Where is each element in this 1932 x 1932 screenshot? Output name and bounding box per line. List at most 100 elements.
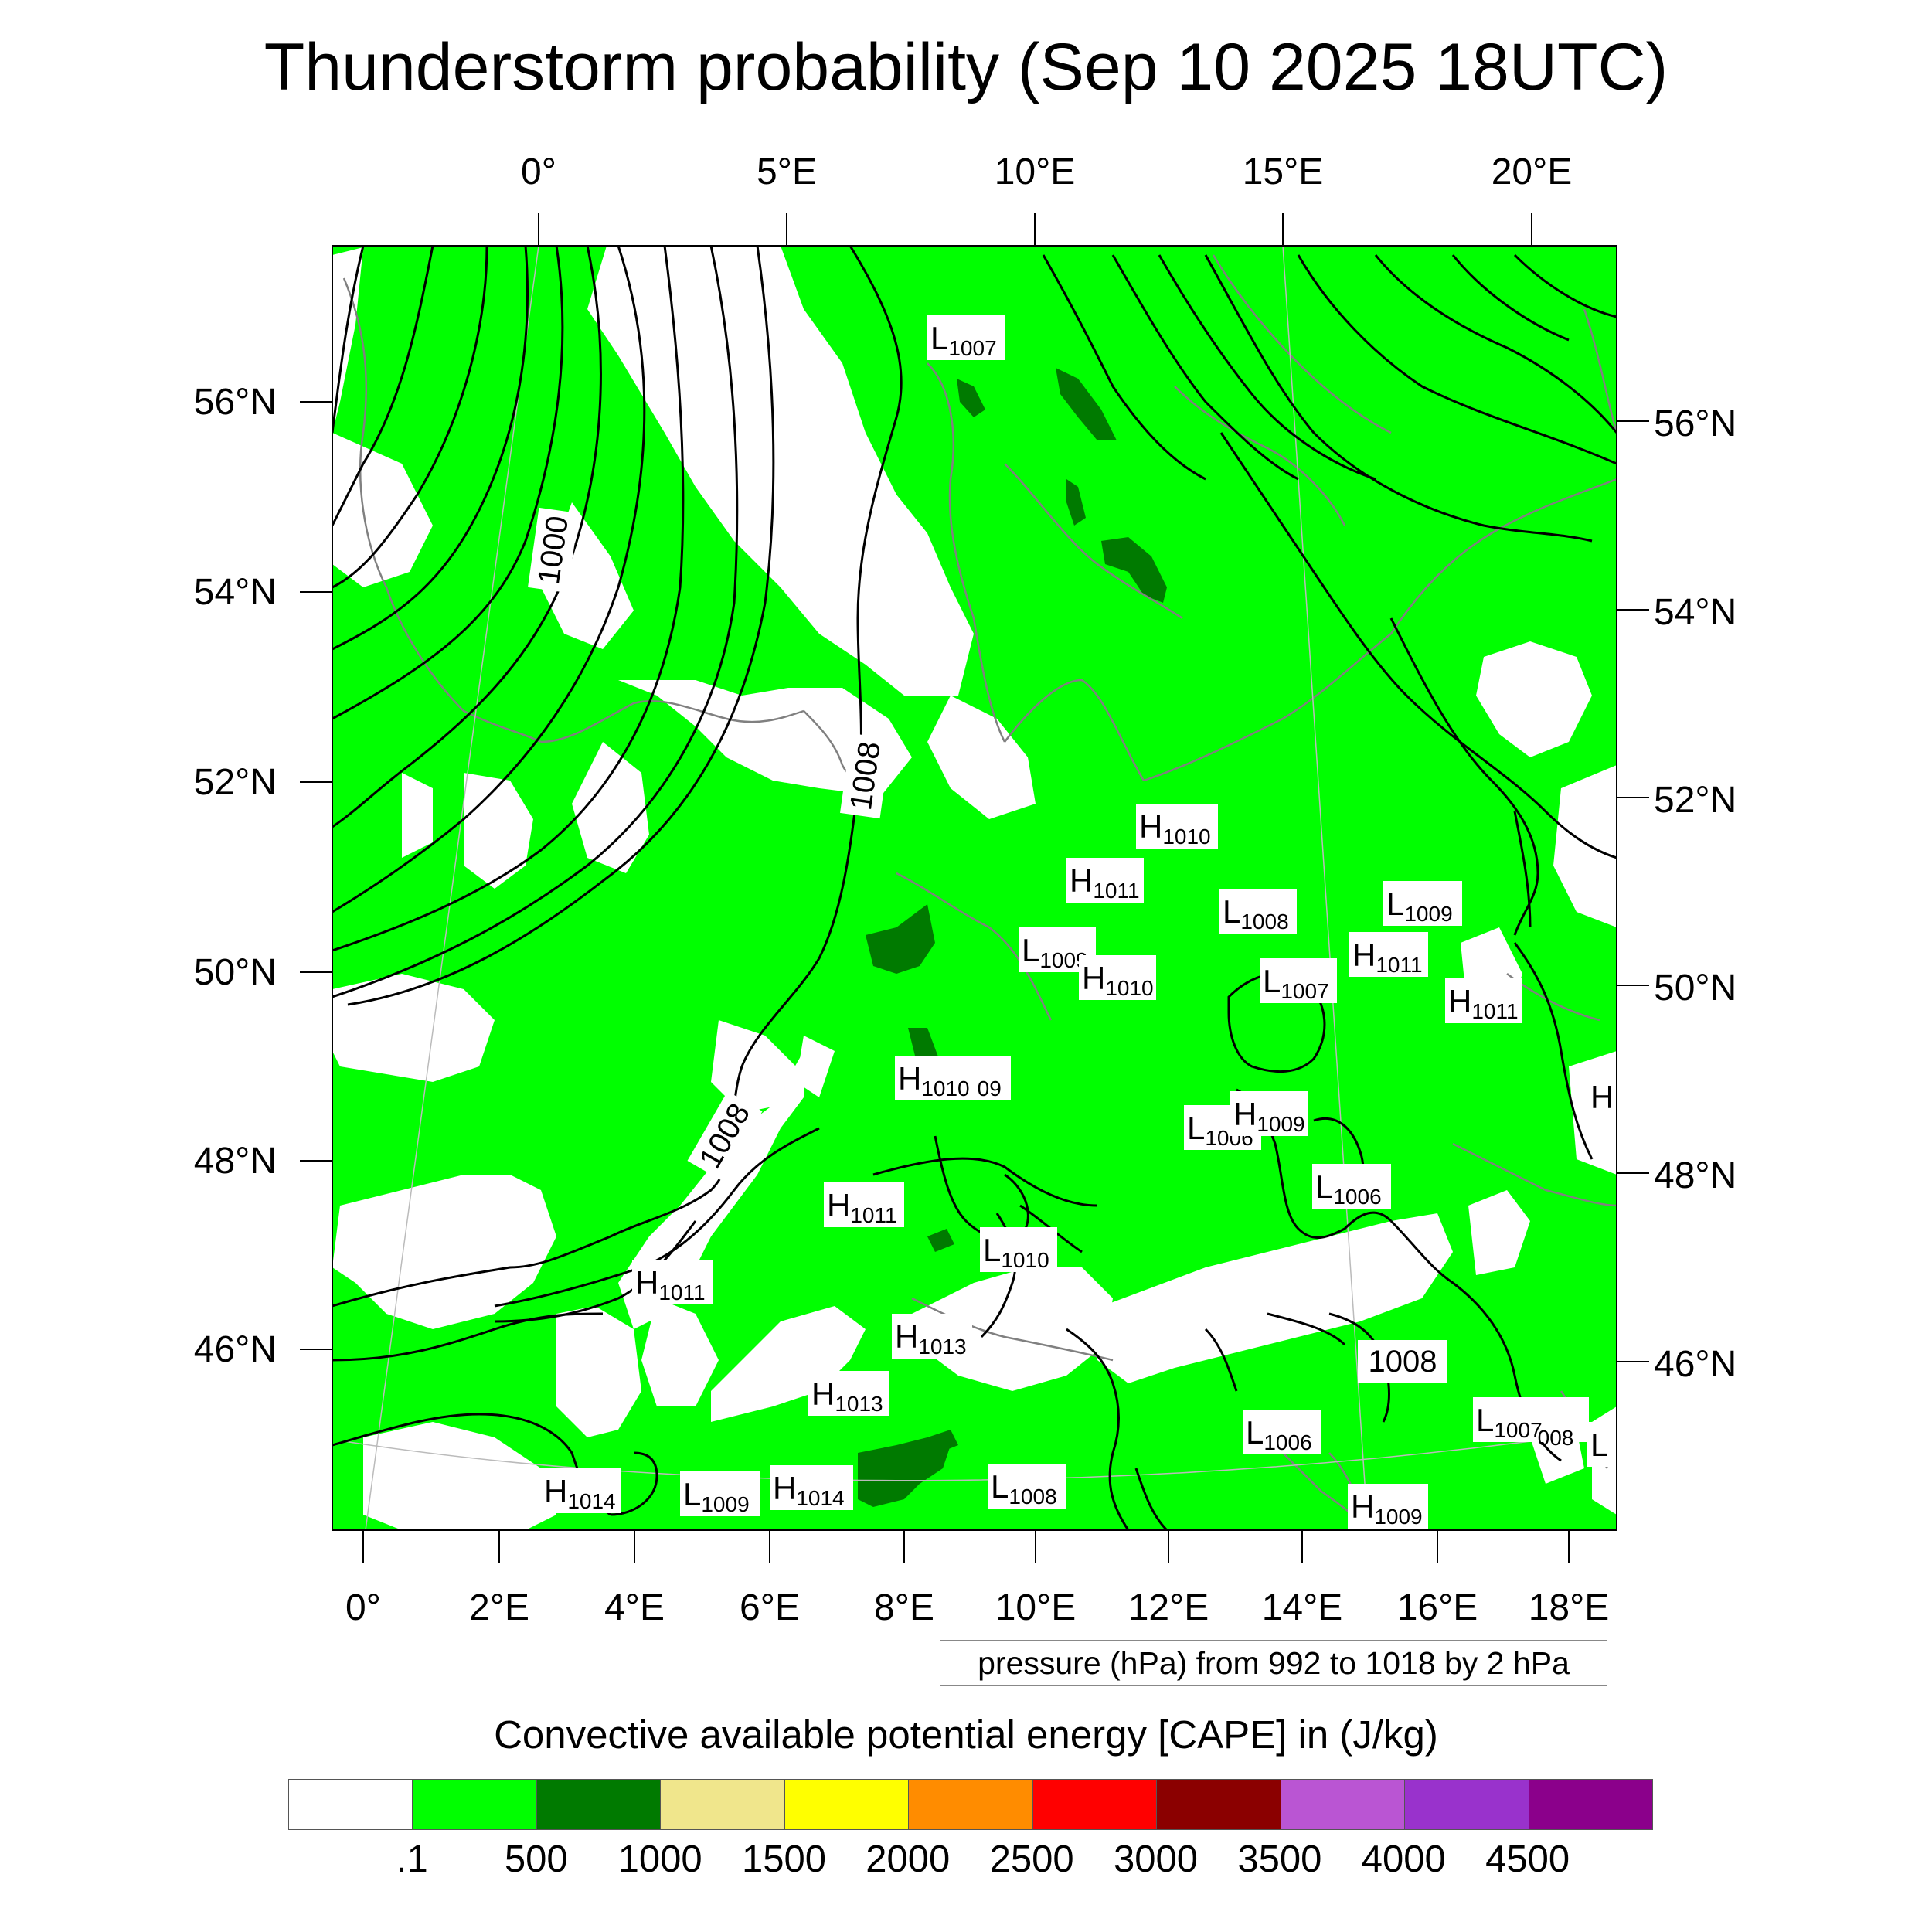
bottom-lon-label: 0° xyxy=(345,1587,381,1628)
map-title: Thunderstorm probability (Sep 10 2025 18… xyxy=(264,30,1668,104)
right-lat-label: 50°N xyxy=(1654,968,1736,1009)
colorbar-title: Convective available potential energy [C… xyxy=(494,1713,1438,1757)
bottom-lon-label: 12°E xyxy=(1128,1587,1209,1628)
pressure-center-partial: L xyxy=(1587,1422,1617,1467)
bottom-lon-label: 4°E xyxy=(604,1587,665,1628)
cape-field-mid xyxy=(858,368,1167,1507)
left-lat-label: 56°N xyxy=(194,382,277,423)
bottom-lon-label: 10°E xyxy=(995,1587,1077,1628)
pressure-centers: L1007 H1010 H1011 L1008 L1009 L1009 H101… xyxy=(541,315,1617,1529)
svg-text:L1007: L1007 xyxy=(1263,963,1329,1003)
graticule xyxy=(343,246,1617,1530)
pressure-center: L1007008 xyxy=(1473,1397,1589,1450)
colorbar xyxy=(288,1779,1653,1830)
colorbar-label: 1000 xyxy=(617,1838,702,1880)
pressure-center: L1009 xyxy=(1383,881,1462,926)
isobar-label-box xyxy=(687,1090,763,1182)
map-frame xyxy=(332,245,1617,1531)
svg-text:L1007008: L1007008 xyxy=(1476,1402,1573,1450)
pressure-center: L1010 xyxy=(980,1227,1057,1272)
pressure-center: L1006 xyxy=(1243,1410,1321,1454)
top-lon-label: 5°E xyxy=(757,151,817,192)
svg-text:H1013: H1013 xyxy=(811,1376,883,1416)
top-lon-labels: 0° 5°E 10°E 15°E 20°E xyxy=(521,151,1572,192)
pressure-center: L1007 xyxy=(1260,958,1337,1003)
bottom-lon-label: 18°E xyxy=(1529,1587,1610,1628)
contour-info-box: pressure (hPa) from 992 to 1018 by 2 hPa xyxy=(940,1640,1607,1686)
pressure-center: H1011 xyxy=(824,1182,904,1227)
svg-text:H: H xyxy=(1590,1079,1614,1115)
colorbar-label: 1500 xyxy=(741,1838,826,1880)
top-lon-label: 20°E xyxy=(1492,151,1573,192)
colorbar-label: 4500 xyxy=(1485,1838,1570,1880)
colorbar-label: 2500 xyxy=(989,1838,1074,1880)
colorbar-label: .1 xyxy=(396,1838,428,1880)
pressure-center: L1007 xyxy=(927,315,1005,360)
svg-text:H1009: H1009 xyxy=(1233,1096,1305,1136)
colorbar-label: 3500 xyxy=(1237,1838,1322,1880)
colorbar-swatch xyxy=(289,1780,413,1829)
svg-text:H1009: H1009 xyxy=(1351,1488,1423,1529)
isobar-label: 1008 xyxy=(1369,1345,1437,1379)
svg-text:L1010: L1010 xyxy=(983,1232,1049,1272)
colorbar-swatch xyxy=(909,1780,1033,1829)
svg-text:H1011: H1011 xyxy=(827,1187,897,1227)
isobar-label-box xyxy=(1358,1340,1447,1383)
pressure-center: H1009 xyxy=(1230,1091,1308,1136)
pressure-center: H1013 xyxy=(808,1371,889,1416)
right-lat-label: 52°N xyxy=(1654,780,1736,821)
colorbar-swatch xyxy=(536,1780,662,1829)
right-lat-label: 54°N xyxy=(1654,592,1736,633)
left-lat-label: 54°N xyxy=(194,572,277,613)
isobar-label-box xyxy=(840,733,891,819)
isobars xyxy=(332,246,1617,1530)
colorbar-swatch xyxy=(1281,1780,1406,1829)
svg-text:H1011: H1011 xyxy=(1352,937,1423,977)
pressure-center: H1009 xyxy=(1348,1484,1428,1529)
svg-text:H1011: H1011 xyxy=(1448,983,1519,1023)
colorbar-swatch xyxy=(1157,1780,1281,1829)
svg-text:L1009: L1009 xyxy=(683,1476,750,1516)
svg-text:L1007: L1007 xyxy=(930,320,997,360)
colorbar-label: 4000 xyxy=(1361,1838,1446,1880)
pressure-center: L1006 xyxy=(1312,1164,1391,1209)
svg-text:H1011: H1011 xyxy=(1070,862,1140,903)
top-lon-label: 15°E xyxy=(1243,151,1324,192)
svg-text:H1010: H1010 xyxy=(1082,960,1154,1000)
pressure-center: H1013 xyxy=(892,1314,972,1359)
pressure-center: H1014 xyxy=(770,1465,853,1510)
svg-text:H1011: H1011 xyxy=(635,1264,706,1304)
pressure-center-partial: H xyxy=(1587,1074,1617,1119)
pressure-center: L1008 xyxy=(1219,889,1297,934)
left-lat-ticks xyxy=(300,401,332,1350)
pressure-center: H1014 xyxy=(541,1468,621,1513)
svg-text:L1006: L1006 xyxy=(1315,1168,1382,1209)
map-plot-area: 1000 1008 1008 1008 L1007 H1010 H1011 L1… xyxy=(332,246,1617,1530)
colorbar-swatch xyxy=(784,1780,910,1829)
top-lon-label: 0° xyxy=(521,151,556,192)
isobar-label-box xyxy=(528,507,579,594)
left-lat-label: 48°N xyxy=(194,1141,277,1182)
top-lon-ticks xyxy=(538,213,1532,246)
svg-text:H1013: H1013 xyxy=(895,1318,967,1359)
pressure-center: L1009 xyxy=(680,1471,760,1516)
colorbar-labels: .1 500 1000 1500 2000 2500 3000 3500 4000 4500 xyxy=(0,1838,1932,1892)
bottom-lon-label: 6°E xyxy=(740,1587,800,1628)
right-lat-labels: 56°N 54°N 52°N 50°N 48°N 46°N xyxy=(1654,403,1736,1385)
pressure-center: H1010 09 xyxy=(895,1056,1011,1100)
bottom-lon-label: 8°E xyxy=(874,1587,934,1628)
pressure-center: H1010 xyxy=(1079,955,1156,1000)
bottom-lon-labels: 0° 2°E 4°E 6°E 8°E 10°E 12°E 14°E 16°E 1… xyxy=(345,1587,1609,1628)
right-lat-label: 48°N xyxy=(1654,1155,1736,1196)
bottom-lon-ticks xyxy=(362,1530,1570,1563)
left-lat-label: 46°N xyxy=(194,1329,277,1370)
colorbar-swatch xyxy=(1405,1780,1529,1829)
svg-text:H1014: H1014 xyxy=(544,1473,616,1513)
right-lat-label: 56°N xyxy=(1654,403,1736,444)
left-lat-labels: 56°N 54°N 52°N 50°N 48°N 46°N xyxy=(194,382,277,1370)
pressure-center: H1010 xyxy=(1136,804,1218,849)
right-lat-label: 46°N xyxy=(1654,1344,1736,1385)
colorbar-label: 500 xyxy=(504,1838,568,1880)
left-lat-label: 50°N xyxy=(194,952,277,993)
